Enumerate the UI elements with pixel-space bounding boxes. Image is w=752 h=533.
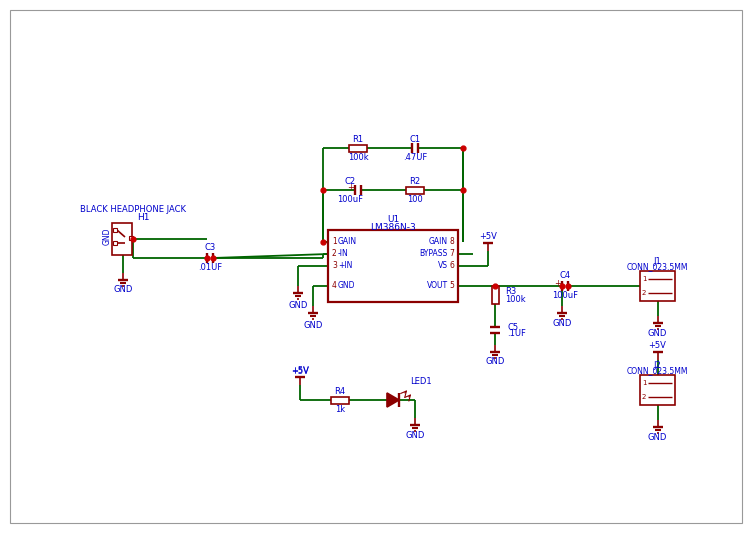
Text: GND: GND bbox=[552, 319, 572, 328]
Text: 3: 3 bbox=[332, 262, 337, 271]
Text: 1k: 1k bbox=[335, 405, 345, 414]
Polygon shape bbox=[387, 393, 399, 407]
Bar bbox=[113, 228, 117, 232]
Text: GND: GND bbox=[647, 328, 667, 337]
Text: VS: VS bbox=[438, 262, 448, 271]
Text: J2: J2 bbox=[653, 360, 661, 369]
Text: +: + bbox=[347, 182, 354, 191]
Bar bbox=[328, 230, 458, 302]
Text: C1: C1 bbox=[409, 134, 420, 143]
Text: +5V: +5V bbox=[291, 367, 309, 376]
Bar bbox=[113, 241, 117, 245]
Text: GND: GND bbox=[485, 358, 505, 367]
Text: C5: C5 bbox=[507, 322, 518, 332]
Text: LM386N-3: LM386N-3 bbox=[370, 222, 416, 231]
Bar bbox=[640, 375, 675, 405]
Text: U1: U1 bbox=[387, 215, 399, 224]
Text: .47UF: .47UF bbox=[403, 152, 427, 161]
Text: +5V: +5V bbox=[479, 232, 497, 241]
Text: R3: R3 bbox=[505, 287, 517, 295]
Text: BLACK HEADPHONE JACK: BLACK HEADPHONE JACK bbox=[80, 206, 186, 214]
Text: C3: C3 bbox=[205, 244, 216, 253]
Bar bbox=[640, 271, 675, 301]
Text: R4: R4 bbox=[335, 386, 346, 395]
Bar bbox=[331, 397, 349, 403]
Text: GND: GND bbox=[102, 227, 111, 245]
Text: GAIN: GAIN bbox=[338, 238, 357, 246]
Text: CONN_023.5MM: CONN_023.5MM bbox=[626, 262, 688, 271]
Text: CONN_023.5MM: CONN_023.5MM bbox=[626, 367, 688, 376]
Text: 5: 5 bbox=[449, 281, 454, 290]
Text: GND: GND bbox=[114, 286, 132, 295]
Text: 100: 100 bbox=[407, 195, 423, 204]
Bar bbox=[406, 187, 424, 193]
Text: J1: J1 bbox=[653, 256, 661, 265]
Text: BYPASS: BYPASS bbox=[420, 249, 448, 259]
Text: VOUT: VOUT bbox=[427, 281, 448, 290]
Text: C2: C2 bbox=[344, 176, 356, 185]
Text: LED1: LED1 bbox=[410, 377, 432, 386]
Text: +5V: +5V bbox=[291, 366, 309, 375]
Text: R1: R1 bbox=[353, 134, 363, 143]
Text: R2: R2 bbox=[409, 176, 420, 185]
Text: +: + bbox=[554, 279, 562, 287]
Text: H1: H1 bbox=[137, 214, 150, 222]
Bar bbox=[129, 236, 133, 240]
Text: GND: GND bbox=[303, 321, 323, 330]
Bar bbox=[492, 286, 499, 304]
Text: 2: 2 bbox=[332, 249, 337, 259]
Text: GND: GND bbox=[338, 281, 356, 290]
Text: 100uF: 100uF bbox=[552, 292, 578, 301]
Text: GND: GND bbox=[405, 432, 425, 440]
Text: +IN: +IN bbox=[338, 262, 353, 271]
Text: 1: 1 bbox=[641, 276, 646, 282]
Text: 100k: 100k bbox=[505, 295, 526, 303]
Text: GAIN: GAIN bbox=[429, 238, 448, 246]
Text: 2: 2 bbox=[641, 290, 646, 296]
Text: 100uF: 100uF bbox=[337, 195, 363, 204]
Text: C4: C4 bbox=[559, 271, 571, 280]
Text: 1: 1 bbox=[332, 238, 337, 246]
Bar bbox=[112, 223, 132, 255]
Text: -IN: -IN bbox=[338, 249, 349, 259]
Text: 4: 4 bbox=[332, 281, 337, 290]
Text: 6: 6 bbox=[449, 262, 454, 271]
Bar bbox=[349, 144, 367, 151]
Text: GND: GND bbox=[288, 302, 308, 311]
Text: .01UF: .01UF bbox=[198, 263, 222, 272]
Text: 100k: 100k bbox=[347, 152, 368, 161]
Text: 7: 7 bbox=[449, 249, 454, 259]
Text: GND: GND bbox=[647, 432, 667, 441]
Text: 2: 2 bbox=[641, 394, 646, 400]
Text: .1UF: .1UF bbox=[507, 328, 526, 337]
Text: 8: 8 bbox=[449, 238, 454, 246]
Text: +5V: +5V bbox=[648, 341, 666, 350]
Text: 1: 1 bbox=[641, 380, 646, 386]
